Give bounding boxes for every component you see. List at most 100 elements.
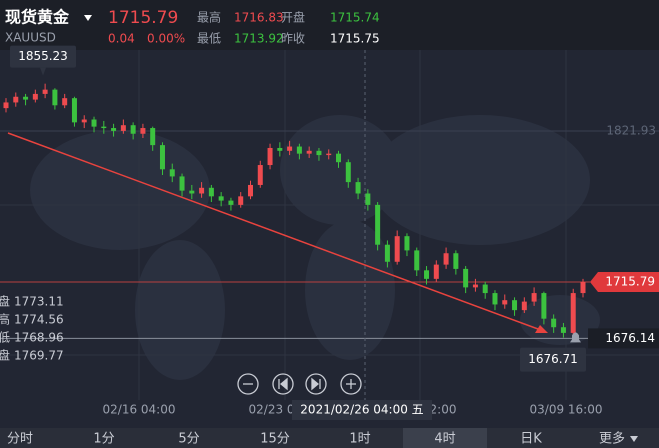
- candle-body: [384, 244, 390, 262]
- tab[interactable]: 1分: [93, 432, 114, 447]
- candle-body: [394, 236, 400, 262]
- candle-body: [81, 119, 87, 123]
- more-arrow[interactable]: [630, 436, 638, 442]
- candle-body: [541, 293, 547, 319]
- candle-body: [502, 300, 508, 305]
- tab[interactable]: 15分: [260, 432, 290, 447]
- max-marker: 1855.23: [18, 49, 68, 63]
- last-price-tag: [590, 271, 659, 292]
- zoom-out[interactable]: [237, 373, 259, 395]
- candle-body: [130, 125, 136, 134]
- candle-body: [101, 126, 107, 129]
- tab[interactable]: 日K: [520, 432, 542, 447]
- open: 1715.74: [330, 11, 380, 25]
- low-label: 最低: [197, 32, 221, 46]
- candle-body: [512, 300, 518, 311]
- candle-body: [551, 318, 557, 328]
- y-tick-label: 1821.93: [606, 123, 656, 137]
- candle-body: [326, 153, 332, 156]
- crosshair-label: 2021/02/26 04:00 五: [300, 403, 423, 417]
- candle-body: [208, 187, 214, 197]
- candle-body: [287, 146, 293, 151]
- tab[interactable]: 4时: [434, 432, 455, 447]
- candle-body: [257, 165, 263, 185]
- bell-icon[interactable]: [570, 332, 581, 343]
- candle-body: [218, 196, 224, 201]
- candle-body: [570, 293, 576, 333]
- prev-close-label: 昨收: [281, 32, 305, 46]
- tab[interactable]: 1时: [349, 432, 370, 447]
- tab[interactable]: 5分: [178, 432, 199, 447]
- header-bg: [0, 0, 659, 50]
- candle-body: [13, 96, 19, 103]
- candle-body: [3, 102, 9, 109]
- low: 1713.92: [234, 32, 284, 46]
- crosshair-label-bg: [292, 400, 432, 420]
- candle-body: [355, 182, 361, 194]
- candle-body: [433, 264, 439, 279]
- tab-selected: [403, 428, 487, 448]
- candle-body: [492, 293, 498, 305]
- min-marker: 1676.71: [528, 352, 578, 366]
- candle-body: [306, 150, 312, 154]
- trend-line[interactable]: [7, 132, 539, 330]
- trend-arrow: [535, 325, 548, 333]
- candle-body: [228, 200, 234, 205]
- candle-body: [159, 145, 165, 170]
- candle-body: [169, 169, 175, 177]
- tab[interactable]: 更多: [599, 431, 625, 447]
- candle-body: [453, 253, 459, 269]
- ohlc-value: 1768.96: [14, 331, 64, 345]
- candle-body: [424, 270, 430, 279]
- candle-body: [42, 89, 48, 94]
- tab[interactable]: 分时: [7, 432, 33, 447]
- candle-body: [443, 253, 449, 265]
- candle-body: [111, 128, 117, 131]
- price: 1715.79: [108, 8, 178, 28]
- high: 1716.83: [234, 11, 284, 25]
- tabs: 分时 1分 5分 15分 1时 4时 日K 更多: [7, 428, 638, 448]
- candle-body: [375, 204, 381, 245]
- candle-body: [238, 196, 244, 205]
- candle-body: [52, 89, 58, 106]
- ohlc-value: 1769.77: [14, 349, 64, 363]
- candle-body: [32, 93, 38, 100]
- candle-body: [482, 284, 488, 294]
- grid: [0, 50, 659, 400]
- candle-body: [247, 184, 253, 197]
- candle-body: [345, 162, 351, 183]
- x-label: 03/09 16:00: [530, 403, 603, 417]
- max-marker-pointer: [40, 67, 46, 76]
- max-marker-bg: [10, 45, 76, 68]
- instrument-name[interactable]: 现货黄金: [5, 8, 70, 27]
- plot: 1821.93 1855.23 1676.71 1715.79 1676.14 盘 1773…: [0, 45, 659, 372]
- step-forward[interactable]: [305, 373, 327, 395]
- step-back[interactable]: [272, 373, 294, 395]
- candle-body: [140, 128, 146, 134]
- tab-bar: [0, 428, 659, 448]
- high-label: 最高: [197, 10, 221, 25]
- ohlc-label: 盘: [0, 348, 10, 363]
- ohlc-label: 低: [0, 331, 10, 345]
- candle-body: [365, 193, 371, 205]
- zoom-in[interactable]: [340, 373, 362, 395]
- candle-body: [580, 281, 586, 294]
- prev-close: 1715.75: [330, 32, 380, 46]
- ohlc-label: 高: [0, 312, 10, 327]
- alert-tag: [588, 328, 659, 349]
- candle-body: [414, 250, 420, 271]
- change-pct: 0.00%: [147, 32, 185, 46]
- candle-body: [404, 236, 410, 251]
- candle-body: [267, 147, 273, 166]
- candle-body: [62, 98, 68, 106]
- candle-body: [199, 187, 205, 194]
- symbol: XAUUSD: [5, 31, 56, 45]
- last-price-label: 1715.79: [605, 274, 655, 288]
- candle-body: [336, 153, 342, 163]
- candle-body: [560, 327, 566, 333]
- ohlc-value: 1774.56: [14, 313, 64, 327]
- candle-body: [150, 128, 156, 146]
- dropdown-arrow[interactable]: [84, 15, 92, 21]
- candle-body: [316, 150, 322, 156]
